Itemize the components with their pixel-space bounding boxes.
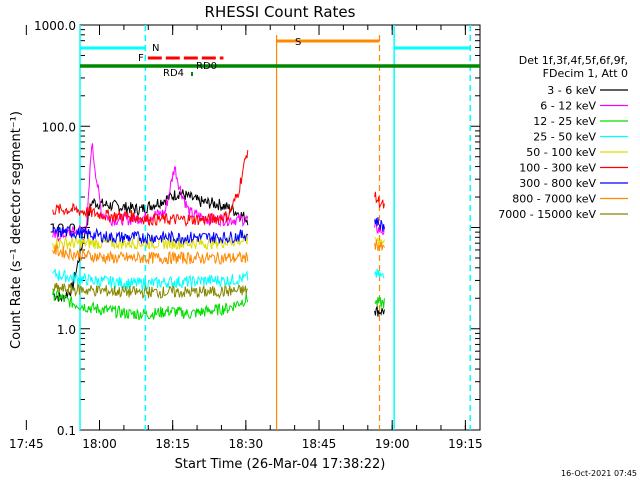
flare-flag-label: F: [138, 53, 144, 64]
y-axis-label: Count Rate (s⁻¹ detector segment⁻¹): [9, 111, 24, 349]
series-line: [52, 282, 248, 300]
x-tick-label: 18:45: [302, 437, 337, 451]
rd0-flag-label: RD0: [196, 61, 217, 72]
y-tick-label: 1.0: [57, 323, 76, 337]
series-line: [374, 268, 385, 279]
series-line: [374, 305, 385, 317]
rd4-flag-label: RD4: [163, 68, 184, 79]
series-line: [52, 226, 249, 246]
legend-entry-label: 12 - 25 keV: [533, 115, 596, 128]
series-line: [374, 220, 385, 236]
footer-date: 16-Oct-2021 07:45: [561, 469, 637, 478]
x-tick-label: 19:15: [448, 437, 483, 451]
legend-entry-label: 25 - 50 keV: [533, 131, 596, 144]
y-tick-label: 1000.0: [34, 19, 76, 33]
legend-entry-label: 800 - 7000 keV: [512, 193, 596, 206]
legend-entry-label: 6 - 12 keV: [540, 100, 596, 113]
legend-entry-label: 7000 - 15000 keV: [498, 208, 596, 221]
legend-entry-label: 3 - 6 keV: [547, 84, 596, 97]
series-line: [52, 268, 249, 291]
series-line: [52, 189, 249, 303]
series-line: [52, 243, 249, 266]
series-line: [52, 143, 249, 243]
legend-entry-label: 100 - 300 keV: [519, 162, 596, 175]
x-tick-label: 19:00: [375, 437, 410, 451]
series-line: [374, 296, 385, 309]
series-line: [374, 239, 385, 251]
legend-entry-label: 300 - 800 keV: [519, 177, 596, 190]
series-line: [52, 288, 249, 321]
legend-header: Det 1f,3f,4f,5f,6f,9f,: [519, 54, 628, 67]
x-tick-label: 17:45: [9, 437, 44, 451]
x-axis-label: Start Time (26-Mar-04 17:38:22): [175, 457, 386, 472]
x-tick-label: 18:30: [229, 437, 264, 451]
series-line: [374, 191, 385, 209]
series-line: [52, 149, 249, 228]
x-tick-label: 18:00: [82, 437, 117, 451]
series-line: [374, 217, 385, 232]
night-flag-label: N: [152, 43, 159, 54]
chart-title: RHESSI Count Rates: [205, 3, 356, 21]
series-line: [374, 236, 385, 246]
y-tick-label: 0.1: [57, 424, 76, 438]
legend-entry-label: 50 - 100 keV: [526, 146, 596, 159]
plot-frame: [79, 24, 481, 431]
legend-header: FDecim 1, Att 0: [543, 67, 628, 80]
saa-flag-label: S: [295, 37, 301, 48]
x-tick-label: 18:15: [155, 437, 190, 451]
y-tick-label: 100.0: [42, 120, 76, 134]
